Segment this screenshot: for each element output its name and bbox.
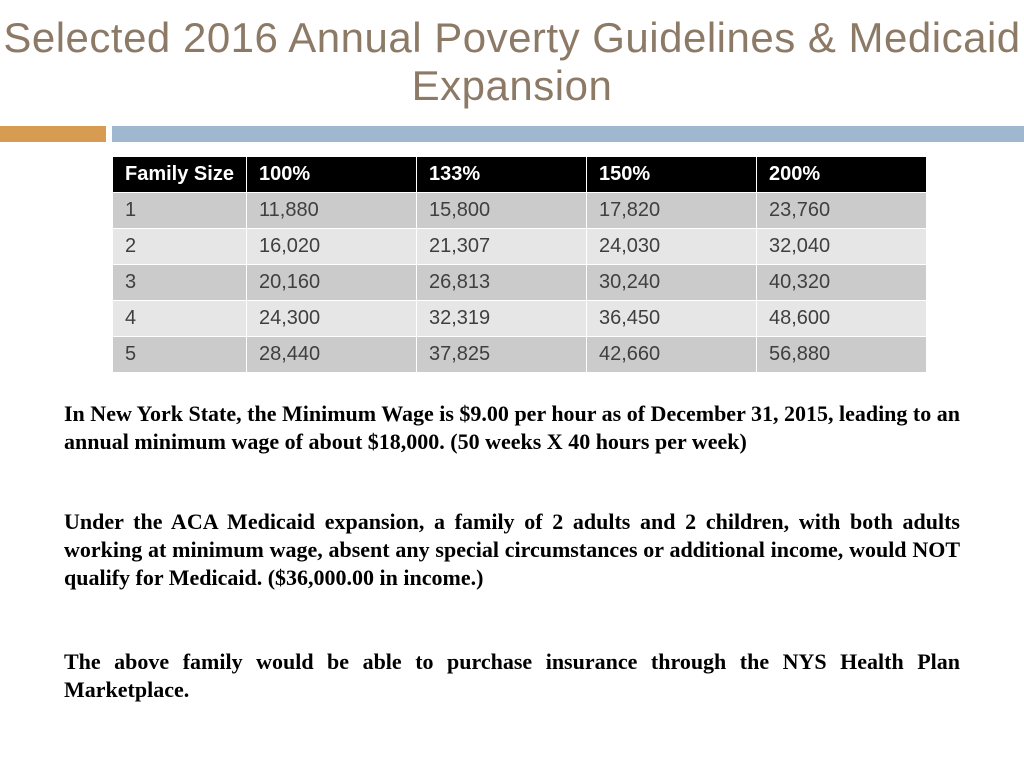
table-header-cell: 133%	[417, 157, 587, 193]
table-cell: 2	[113, 229, 247, 265]
table-cell: 42,660	[587, 337, 757, 373]
table-row: 528,44037,82542,66056,880	[113, 337, 927, 373]
table-cell: 1	[113, 193, 247, 229]
table-header-row: Family Size100%133%150%200%	[113, 157, 927, 193]
poverty-guidelines-table: Family Size100%133%150%200% 111,88015,80…	[112, 156, 927, 373]
table-body: 111,88015,80017,82023,760216,02021,30724…	[113, 193, 927, 373]
table-cell: 32,319	[417, 301, 587, 337]
paragraph-marketplace: The above family would be able to purcha…	[64, 648, 960, 704]
table-cell: 48,600	[757, 301, 927, 337]
table-row: 216,02021,30724,03032,040	[113, 229, 927, 265]
accent-bar-right	[112, 126, 1024, 142]
table-header-cell: 150%	[587, 157, 757, 193]
table-cell: 24,300	[247, 301, 417, 337]
table-header-cell: Family Size	[113, 157, 247, 193]
accent-bar	[0, 126, 1024, 142]
table-cell: 16,020	[247, 229, 417, 265]
table-cell: 56,880	[757, 337, 927, 373]
paragraph-medicaid-expansion: Under the ACA Medicaid expansion, a fami…	[64, 508, 960, 592]
slide: Selected 2016 Annual Poverty Guidelines …	[0, 0, 1024, 768]
table-cell: 11,880	[247, 193, 417, 229]
table-row: 424,30032,31936,45048,600	[113, 301, 927, 337]
table-cell: 3	[113, 265, 247, 301]
accent-bar-left	[0, 126, 106, 142]
table-cell: 40,320	[757, 265, 927, 301]
table-cell: 36,450	[587, 301, 757, 337]
table-cell: 20,160	[247, 265, 417, 301]
table-cell: 37,825	[417, 337, 587, 373]
table-cell: 23,760	[757, 193, 927, 229]
table-cell: 28,440	[247, 337, 417, 373]
table-cell: 30,240	[587, 265, 757, 301]
table-header: Family Size100%133%150%200%	[113, 157, 927, 193]
slide-title: Selected 2016 Annual Poverty Guidelines …	[0, 14, 1024, 111]
table-cell: 21,307	[417, 229, 587, 265]
table-header-cell: 100%	[247, 157, 417, 193]
table-row: 320,16026,81330,24040,320	[113, 265, 927, 301]
table-cell: 15,800	[417, 193, 587, 229]
table-cell: 26,813	[417, 265, 587, 301]
table-cell: 5	[113, 337, 247, 373]
paragraph-minimum-wage: In New York State, the Minimum Wage is $…	[64, 400, 960, 456]
table-cell: 24,030	[587, 229, 757, 265]
table-cell: 17,820	[587, 193, 757, 229]
table-cell: 4	[113, 301, 247, 337]
table-cell: 32,040	[757, 229, 927, 265]
table-row: 111,88015,80017,82023,760	[113, 193, 927, 229]
table-header-cell: 200%	[757, 157, 927, 193]
